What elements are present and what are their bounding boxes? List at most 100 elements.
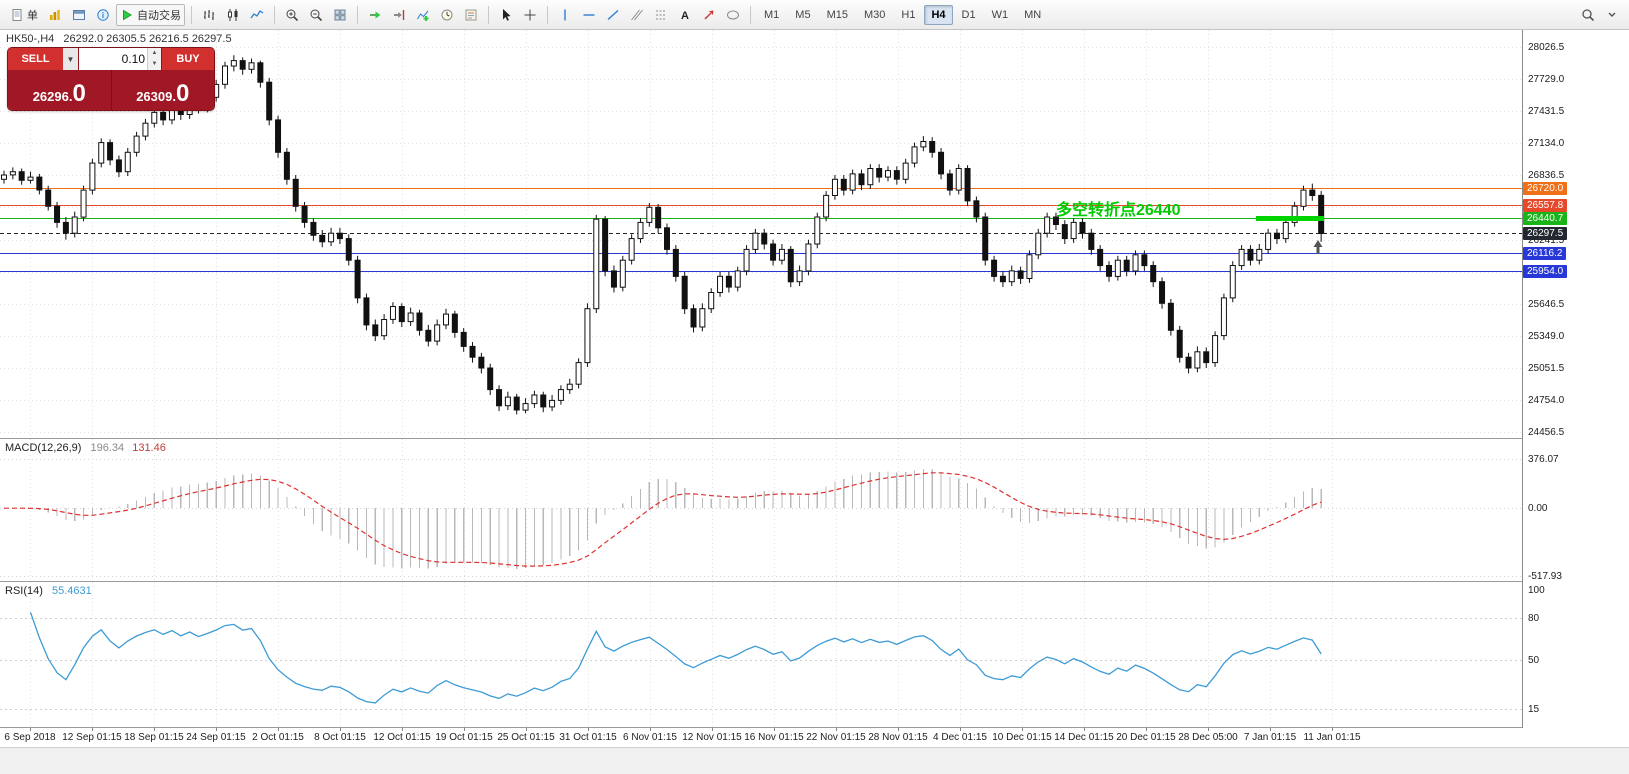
- toolbar-separator: [274, 5, 275, 24]
- timeframe-button-m15[interactable]: M15: [820, 5, 855, 25]
- channel-icon: [631, 9, 643, 20]
- toolbar-more-button[interactable]: [1601, 4, 1623, 26]
- crosshair-button[interactable]: [519, 4, 541, 26]
- search-button[interactable]: [1577, 4, 1599, 26]
- time-label: 10 Dec 01:15: [992, 732, 1052, 743]
- trendline-button[interactable]: [602, 4, 624, 26]
- linec-icon: [250, 9, 264, 18]
- rsi-line: [29, 612, 1322, 704]
- rsi-tick-label: 15: [1528, 704, 1540, 715]
- autoscroll-icon: [370, 11, 381, 18]
- time-tick: [216, 728, 217, 731]
- crosshair-icon: [524, 9, 536, 20]
- symbol-period-text: HK50-,H4: [6, 33, 55, 45]
- vertical-gridlines: [30, 439, 1333, 581]
- buy-price[interactable]: 26309. 0: [136, 80, 190, 107]
- time-label: 31 Oct 01:15: [559, 732, 617, 743]
- time-tick: [960, 728, 961, 731]
- macd-signal-line: [4, 472, 1322, 567]
- timeframe-button-m5[interactable]: M5: [788, 5, 817, 25]
- marketwatch-icon: [50, 9, 60, 20]
- volume-input[interactable]: [79, 52, 147, 66]
- one-click-trading-panel: SELL ▼ ▲ ▼ BUY 26296.0 26309.0: [8, 48, 214, 110]
- time-label: 18 Sep 01:15: [124, 732, 184, 743]
- price-tick-label: 28026.5: [1528, 42, 1565, 53]
- navigator-button[interactable]: i: [92, 4, 114, 26]
- market-watch-button[interactable]: [44, 4, 66, 26]
- bar-chart-button[interactable]: [198, 4, 220, 26]
- buy-button[interactable]: BUY: [162, 48, 214, 70]
- trade-prices-row: 26296. 0 26309. 0: [8, 70, 214, 110]
- line-chart-button[interactable]: [246, 4, 268, 26]
- time-axis: 6 Sep 2018 12 Sep 01:15 18 Sep 01:15 24 Sep…: [0, 728, 1629, 747]
- vertical-line-button[interactable]: [554, 4, 576, 26]
- pane-separator[interactable]: [0, 438, 1629, 439]
- volume-field[interactable]: ▲ ▼: [78, 48, 162, 70]
- timeframe-button-h1[interactable]: H1: [894, 5, 922, 25]
- zoom-in-button[interactable]: [281, 4, 303, 26]
- price-tick-label: 25349.0: [1528, 331, 1565, 342]
- price-tick-label: 25646.5: [1528, 299, 1565, 310]
- time-tick: [1208, 728, 1209, 731]
- timeframe-button-w1[interactable]: W1: [985, 5, 1016, 25]
- main-toolbar: 单 i 自动交易 A M1 M5 M15 M30 H1 H4 D1 W1 MN: [0, 0, 1629, 30]
- timeframe-button-d1[interactable]: D1: [955, 5, 983, 25]
- zoom-out-button[interactable]: [305, 4, 327, 26]
- timeframe-button-h4[interactable]: H4: [924, 4, 953, 25]
- volume-spinner[interactable]: ▲ ▼: [147, 48, 161, 70]
- data-window-button[interactable]: [68, 4, 90, 26]
- trade-options-caret-icon[interactable]: ▼: [63, 48, 78, 70]
- templates-button[interactable]: [460, 4, 482, 26]
- macd-tick-label: 0.00: [1528, 503, 1548, 514]
- timeframe-button-mn[interactable]: MN: [1017, 5, 1048, 25]
- price-chart-canvas[interactable]: HK50-,H4 26292.0 26305.5 26216.5 26297.5…: [0, 30, 1522, 438]
- status-strip: [0, 747, 1629, 774]
- autotrading-button[interactable]: 自动交易: [116, 3, 185, 26]
- new-order-button[interactable]: 单: [6, 4, 42, 26]
- volume-up-icon[interactable]: ▲: [148, 48, 161, 59]
- time-tick: [402, 728, 403, 731]
- macd-chart: [0, 439, 1522, 581]
- candlestick-chart: [0, 30, 1522, 438]
- time-tick: [1022, 728, 1023, 731]
- text-button[interactable]: A: [674, 4, 696, 26]
- cursor-button[interactable]: [495, 4, 517, 26]
- timeframe-button-m1[interactable]: M1: [757, 5, 786, 25]
- sell-button[interactable]: SELL: [8, 48, 63, 70]
- svg-text:A: A: [681, 10, 689, 22]
- fibonacci-button[interactable]: [650, 4, 672, 26]
- rsi-pane-canvas[interactable]: RSI(14) 55.4631: [0, 582, 1522, 727]
- cursor-icon: [503, 8, 511, 21]
- volume-down-icon[interactable]: ▼: [148, 59, 161, 70]
- sell-price[interactable]: 26296. 0: [8, 70, 112, 110]
- candle-chart-button[interactable]: [222, 4, 244, 26]
- hline-icon: [583, 13, 595, 16]
- toolbar-separator: [750, 5, 751, 24]
- trade-controls-row: SELL ▼ ▲ ▼ BUY: [8, 48, 214, 70]
- toolbar-separator: [547, 5, 548, 24]
- periods-button[interactable]: [436, 4, 458, 26]
- time-label: 24 Sep 01:15: [186, 732, 246, 743]
- rsi-tick-label: 100: [1528, 585, 1545, 596]
- chart-shift-button[interactable]: [388, 4, 410, 26]
- shapes-button[interactable]: [722, 4, 744, 26]
- rsi-tick-label: 50: [1528, 655, 1540, 666]
- tile-windows-button[interactable]: [329, 4, 351, 26]
- timeframe-button-m30[interactable]: M30: [857, 5, 892, 25]
- pane-separator[interactable]: [0, 581, 1629, 582]
- time-tick: [712, 728, 713, 731]
- indicators-icon: [417, 10, 429, 21]
- auto-scroll-button[interactable]: [364, 4, 386, 26]
- time-label: 19 Oct 01:15: [435, 732, 493, 743]
- time-tick: [774, 728, 775, 731]
- arrows-button[interactable]: [698, 4, 720, 26]
- pane-separator: [0, 727, 1629, 728]
- indicators-button[interactable]: [412, 4, 434, 26]
- time-label: 4 Dec 01:15: [933, 732, 987, 743]
- price-tag-25954.0: 25954.0: [1523, 265, 1568, 278]
- horizontal-line-button[interactable]: [578, 4, 600, 26]
- equidistant-channel-button[interactable]: [626, 4, 648, 26]
- macd-pane-canvas[interactable]: MACD(12,26,9) 196.34 131.46: [0, 439, 1522, 581]
- chart-window: HK50-,H4 26292.0 26305.5 26216.5 26297.5…: [0, 30, 1629, 747]
- price-tick-label: 25051.5: [1528, 363, 1565, 374]
